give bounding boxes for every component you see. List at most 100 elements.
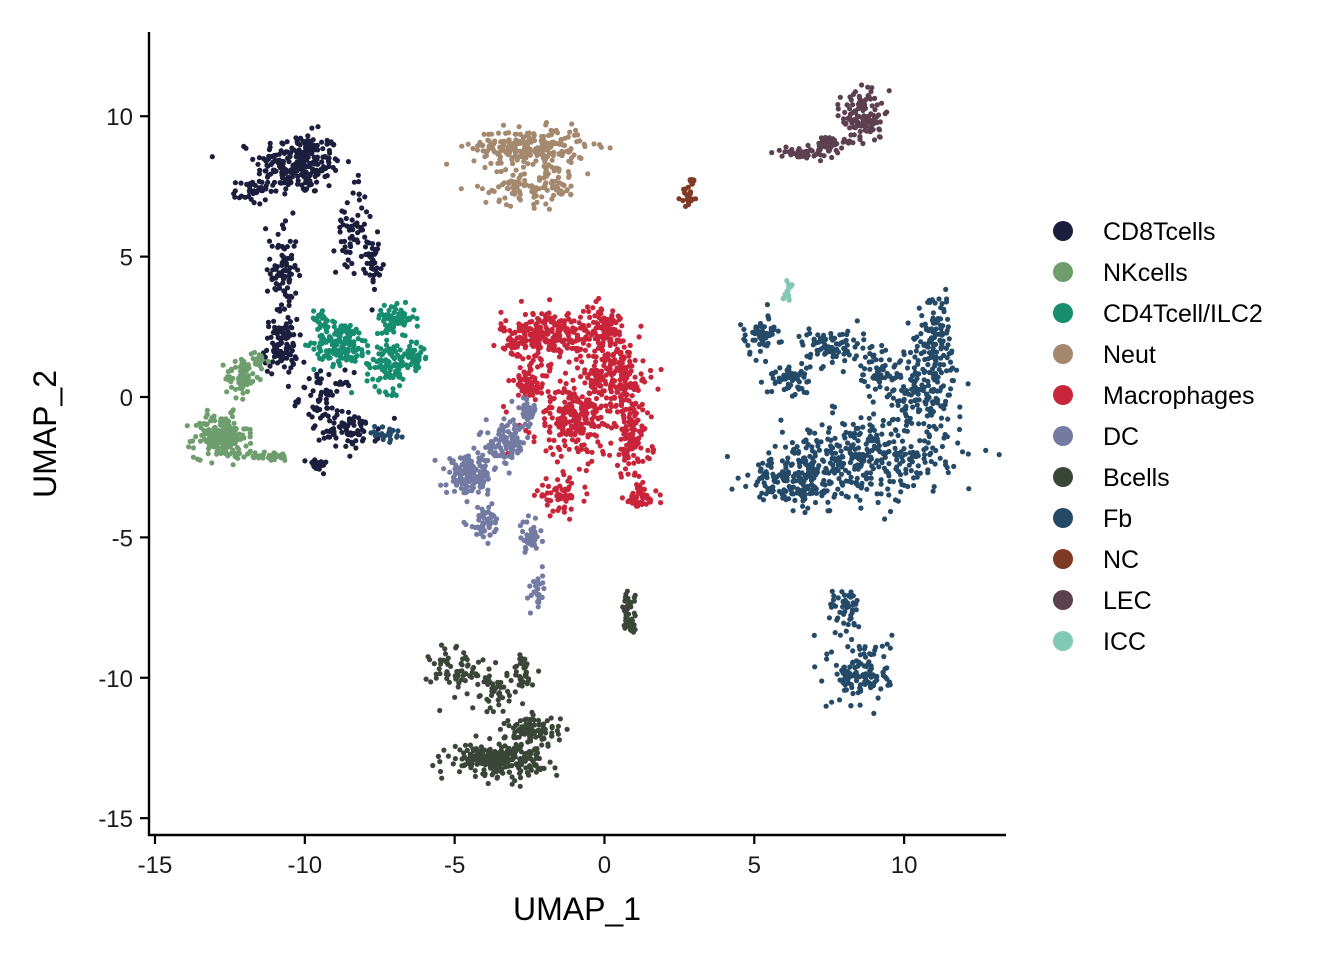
data-point: [808, 482, 815, 488]
data-point: [221, 448, 227, 454]
data-point: [295, 173, 301, 179]
data-point: [607, 145, 613, 151]
data-point: [303, 342, 309, 348]
data-point: [358, 253, 364, 259]
data-point: [486, 698, 492, 704]
data-point: [922, 399, 928, 405]
data-point: [232, 450, 238, 456]
data-point: [854, 462, 861, 468]
data-point: [342, 244, 348, 250]
data-point: [842, 435, 848, 441]
data-point: [459, 143, 465, 149]
data-point: [724, 453, 731, 460]
data-point: [462, 490, 469, 496]
data-point: [538, 138, 544, 144]
data-point: [925, 406, 931, 412]
data-point: [339, 408, 345, 414]
data-point: [738, 322, 744, 328]
data-point: [525, 513, 532, 519]
data-point: [485, 487, 491, 493]
data-point: [629, 627, 635, 634]
data-point: [943, 368, 950, 374]
data-point: [574, 332, 581, 338]
data-point: [543, 180, 549, 186]
data-point: [814, 437, 820, 444]
data-point: [901, 446, 907, 452]
data-point: [577, 353, 584, 359]
data-point: [519, 154, 525, 160]
data-point: [884, 386, 890, 392]
data-point: [532, 397, 538, 403]
data-point: [843, 687, 850, 693]
data-point: [925, 440, 931, 446]
data-point: [302, 174, 308, 180]
data-point: [530, 343, 536, 349]
data-point: [500, 428, 506, 435]
data-point: [812, 499, 819, 506]
data-point: [413, 368, 419, 374]
data-point: [525, 434, 531, 441]
data-point: [928, 458, 934, 465]
data-point: [240, 396, 246, 402]
data-point: [517, 660, 524, 667]
data-point: [502, 734, 508, 740]
data-point: [843, 429, 849, 436]
data-point: [631, 594, 638, 601]
data-point: [359, 353, 365, 359]
data-point: [267, 140, 273, 146]
data-point: [918, 331, 924, 337]
data-point: [236, 195, 242, 201]
data-point: [359, 427, 365, 433]
data-point: [913, 397, 919, 403]
data-point: [632, 413, 638, 419]
data-point: [275, 244, 281, 250]
data-point: [469, 524, 475, 530]
data-point: [849, 636, 855, 643]
data-point: [344, 431, 350, 437]
data-point: [269, 243, 275, 249]
data-point: [546, 132, 552, 139]
data-point: [536, 175, 543, 181]
data-point: [218, 440, 225, 446]
data-point: [458, 186, 464, 192]
data-point: [450, 761, 456, 767]
data-point: [349, 390, 355, 396]
data-point: [858, 377, 865, 383]
data-point: [318, 368, 324, 374]
data-point: [378, 346, 384, 352]
data-point: [884, 641, 890, 647]
data-point: [414, 360, 421, 366]
data-point: [554, 183, 560, 190]
data-point: [403, 362, 409, 368]
data-point: [294, 159, 300, 165]
data-point: [558, 348, 564, 354]
data-point: [544, 502, 550, 508]
data-point: [548, 715, 554, 721]
data-point: [618, 471, 624, 477]
data-point: [392, 320, 398, 326]
data-point: [638, 432, 644, 438]
series-cd4tcell-ilc2: [303, 299, 429, 399]
data-point: [618, 436, 624, 442]
data-point: [901, 428, 908, 434]
data-point: [635, 458, 642, 464]
data-point: [539, 194, 545, 200]
data-point: [571, 391, 577, 397]
data-point: [620, 338, 626, 344]
data-point: [469, 760, 475, 767]
data-point: [850, 600, 856, 606]
data-point: [337, 224, 343, 230]
data-point: [576, 415, 582, 422]
data-point: [331, 142, 337, 148]
data-point: [513, 137, 519, 143]
data-point: [559, 493, 565, 499]
data-point: [522, 311, 529, 318]
data-point: [519, 323, 525, 329]
data-point: [919, 382, 925, 388]
data-point: [626, 398, 632, 404]
data-point: [525, 424, 532, 430]
data-point: [568, 423, 575, 429]
data-point: [858, 415, 864, 421]
data-point: [461, 650, 467, 656]
data-point: [556, 335, 562, 341]
